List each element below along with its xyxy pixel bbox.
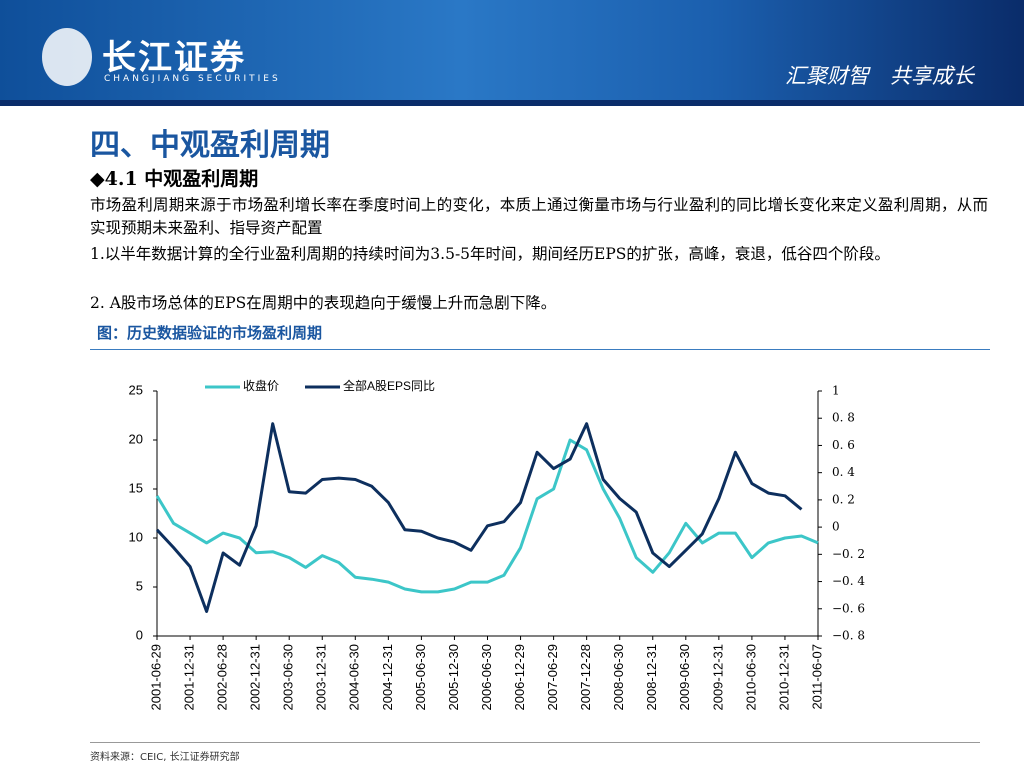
paragraph: 1.以半年数据计算的全行业盈利周期的持续时间为3.5-5年时间，期间经历EPS的…: [90, 245, 890, 263]
x-tick-label: 2003-12-31: [314, 644, 329, 711]
x-tick-label: 2004-12-31: [380, 644, 395, 711]
logo-subtitle: CHANGJIANG SECURITIES: [104, 74, 281, 84]
x-tick-label: 2003-06-30: [281, 644, 296, 711]
y2-tick-label: 0: [832, 520, 840, 534]
y2-tick-label: −0. 6: [832, 601, 865, 615]
y2-tick-label: 0. 6: [832, 438, 855, 452]
legend-label: 收盘价: [243, 378, 279, 393]
x-tick-label: 2002-12-31: [248, 644, 263, 711]
paragraph: 市场盈利周期来源于市场盈利增长率在季度时间上的变化，本质上通过衡量市场与行业盈利…: [90, 196, 988, 237]
x-tick-label: 2009-12-31: [710, 644, 725, 711]
y-tick-label: 0: [136, 627, 143, 642]
y2-tick-label: 0. 8: [832, 411, 855, 425]
series-line: [155, 422, 803, 613]
y-tick-label: 5: [136, 578, 143, 593]
y-tick-label: 20: [129, 431, 143, 446]
x-tick-label: 2010-12-31: [776, 644, 791, 711]
x-tick-label: 2007-06-29: [545, 644, 560, 711]
y2-tick-label: 0. 2: [832, 492, 855, 506]
x-tick-label: 2006-06-30: [479, 644, 494, 711]
y-tick-label: 10: [129, 529, 143, 544]
y2-tick-label: −0. 2: [832, 547, 865, 561]
slogan: 汇聚财智 共享成长: [785, 64, 974, 88]
x-tick-label: 2001-06-29: [148, 644, 163, 711]
header-stripe: [0, 100, 1024, 106]
y2-tick-label: −0. 8: [832, 629, 865, 643]
header-band: [0, 0, 1024, 106]
x-tick-label: 2001-12-31: [181, 644, 196, 711]
subtitle: ◆4.1 中观盈利周期: [90, 168, 259, 190]
y2-tick-label: −0. 4: [832, 574, 865, 588]
legend-label: 全部A股EPS同比: [343, 378, 435, 393]
x-tick-label: 2005-12-30: [446, 644, 461, 711]
x-tick-label: 2010-06-30: [743, 644, 758, 711]
caption-rule: [90, 349, 990, 350]
logo-name: 长江证券: [102, 38, 246, 78]
x-tick-label: 2004-06-30: [347, 644, 362, 711]
x-tick-label: 2008-06-30: [611, 644, 626, 711]
series-line: [155, 438, 819, 594]
x-tick-label: 2007-12-28: [578, 644, 593, 711]
x-tick-label: 2009-06-30: [677, 644, 692, 711]
y-tick-label: 25: [129, 382, 143, 397]
x-tick-label: 2002-06-28: [215, 644, 230, 711]
x-tick-label: 2008-12-31: [644, 644, 659, 711]
y-tick-label: 15: [129, 480, 143, 495]
y2-tick-label: 0. 4: [832, 465, 855, 479]
footer-rule: [90, 742, 980, 743]
x-tick-label: 2011-06-07: [809, 644, 824, 710]
y2-tick-label: 1: [832, 384, 840, 398]
x-tick-label: 2005-06-30: [413, 644, 428, 711]
source-note: 资料来源：CEIC, 长江证券研究部: [90, 752, 240, 763]
x-tick-label: 2006-12-29: [512, 644, 527, 711]
paragraph: 2. A股市场总体的EPS在周期中的表现趋向于缓慢上升而急剧下降。: [90, 294, 557, 312]
slide-title: 四、中观盈利周期: [90, 128, 330, 163]
logo-icon: [42, 28, 92, 86]
chart: 0 5 10 15 20 25 −0. 8 −0. 6 −0. 4 −0. 2 0 0. 2 0. 4 0…: [129, 378, 866, 711]
figure-caption: 图：历史数据验证的市场盈利周期: [97, 324, 323, 342]
